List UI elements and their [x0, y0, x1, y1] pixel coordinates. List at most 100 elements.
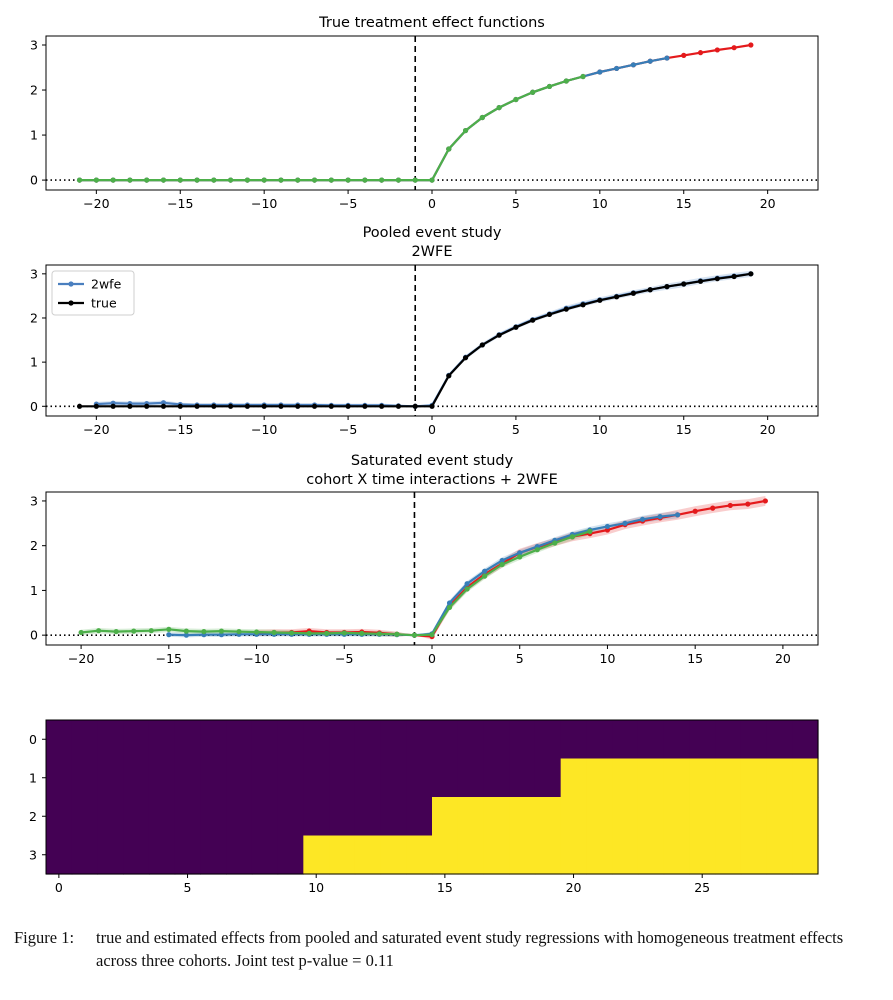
x-tick-label: 5: [184, 880, 192, 895]
data-point: [345, 177, 351, 183]
data-point: [569, 534, 575, 540]
data-point: [731, 45, 737, 51]
x-tick-label: −10: [243, 651, 269, 666]
heatmap-cell: [251, 720, 279, 760]
data-point: [177, 403, 183, 409]
data-point: [546, 311, 553, 318]
x-tick-label: 10: [592, 196, 608, 211]
heatmap-cell: [689, 720, 716, 760]
heatmap-cell: [432, 758, 459, 798]
data-point: [513, 324, 519, 330]
data-point: [604, 527, 611, 533]
heatmap-cell: [406, 797, 433, 837]
data-point: [93, 403, 99, 409]
x-tick-label: 20: [775, 651, 791, 666]
data-point: [479, 342, 485, 348]
heatmap-cell: [560, 797, 587, 837]
x-tick-label: 15: [676, 196, 692, 211]
x-tick-label: −10: [251, 422, 277, 437]
heatmap-cell: [612, 758, 639, 798]
heatmap-cell: [612, 835, 639, 875]
data-point: [411, 632, 418, 638]
y-tick-label: 1: [30, 355, 38, 370]
data-point: [482, 573, 488, 579]
data-point: [429, 403, 435, 409]
data-point: [429, 177, 435, 183]
heatmap-cell: [509, 797, 536, 837]
heatmap-cell: [792, 797, 819, 837]
heatmap-cell: [740, 797, 768, 837]
heatmap-cell: [483, 835, 510, 875]
x-tick-label: 25: [694, 880, 710, 895]
x-tick-label: 0: [428, 651, 436, 666]
heatmap-cell: [380, 835, 407, 875]
heatmap-cell: [329, 758, 356, 798]
x-tick-label: 5: [512, 196, 520, 211]
x-tick-label: −5: [335, 651, 353, 666]
heatmap-cell: [457, 835, 485, 875]
heatmap-cell: [174, 797, 201, 837]
data-point: [144, 403, 150, 409]
data-point: [464, 581, 470, 587]
chart-title-line: 2WFE: [411, 244, 452, 260]
heatmap-cell: [251, 758, 279, 798]
series-line-0: [256, 499, 766, 638]
heatmap-cell: [97, 797, 124, 837]
heatmap-cell: [174, 835, 201, 875]
data-point: [580, 302, 586, 308]
x-tick-label: 10: [308, 880, 324, 895]
data-point: [218, 628, 225, 634]
heatmap-cell: [46, 758, 73, 798]
heatmap-cell: [251, 797, 279, 837]
heatmap-cell: [277, 835, 304, 875]
data-point: [604, 523, 611, 530]
heatmap-cell: [329, 797, 356, 837]
heatmap-cell: [174, 758, 201, 798]
heatmap-cell: [792, 720, 819, 760]
data-point: [218, 632, 225, 638]
data-point: [148, 628, 154, 634]
heatmap-cell: [560, 720, 587, 760]
heatmap-cell: [457, 720, 485, 760]
data-point: [462, 127, 469, 134]
data-point: [183, 628, 189, 634]
heatmap-cell: [329, 720, 356, 760]
heatmap-cell: [689, 758, 716, 798]
heatmap-cell: [303, 797, 330, 837]
data-point: [587, 528, 593, 534]
heatmap-cell: [689, 797, 716, 837]
heatmap-cell: [226, 758, 253, 798]
y-tick-label: 0: [30, 628, 38, 643]
heatmap-cell: [792, 758, 819, 798]
y-tick-label: 2: [30, 310, 38, 325]
heatmap-cell: [766, 720, 793, 760]
data-point: [271, 629, 277, 636]
heatmap-cell: [792, 835, 819, 875]
heatmap-cell: [46, 835, 73, 875]
data-point: [144, 177, 150, 183]
heatmap-cell: [277, 720, 304, 760]
data-point: [464, 586, 470, 592]
series-line-2: [79, 75, 584, 182]
heatmap-cell: [251, 835, 279, 875]
data-point: [76, 403, 83, 409]
data-point: [311, 403, 318, 409]
heatmap-cell: [432, 797, 459, 837]
data-point: [614, 65, 620, 72]
heatmap-cell: [509, 720, 536, 760]
heatmap-cell: [534, 720, 562, 760]
data-point: [446, 604, 453, 611]
heatmap-cell: [740, 835, 768, 875]
x-tick-label: −20: [68, 651, 94, 666]
data-point: [681, 52, 687, 58]
y-tick-label: 3: [30, 38, 38, 53]
heatmap-cell: [123, 758, 150, 798]
data-point: [311, 177, 318, 183]
heatmap-cell: [612, 797, 639, 837]
y-tick-label: 3: [30, 493, 38, 508]
heatmap-cell: [277, 797, 304, 837]
x-tick-label: 0: [428, 422, 436, 437]
heatmap-cell: [586, 720, 613, 760]
x-tick-label: 10: [592, 422, 608, 437]
data-point: [630, 62, 636, 68]
